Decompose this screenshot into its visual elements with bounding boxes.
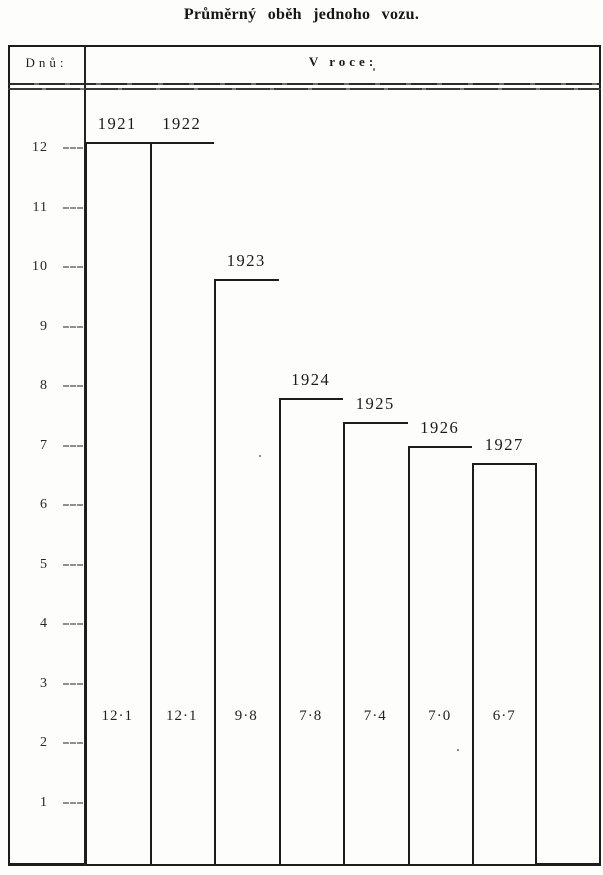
y-tick-label: 11 xyxy=(32,199,48,215)
y-tick-mark xyxy=(63,563,83,566)
bar-value-label: 6·7 xyxy=(492,708,516,724)
bar-value-label: 12·1 xyxy=(101,708,133,724)
y-tick-label: 12 xyxy=(32,140,48,155)
y-tick-mark xyxy=(63,147,83,149)
y-tick-mark xyxy=(63,801,83,804)
y-tick-mark xyxy=(63,266,83,268)
bar-year-label: 1921 xyxy=(97,114,137,134)
bar-1925 xyxy=(343,421,408,864)
chart-frame xyxy=(8,45,601,866)
header-divider-rule-bottom xyxy=(8,88,601,90)
x-axis-header-label: V roce: xyxy=(308,54,378,69)
bar-year-label: 1924 xyxy=(291,369,331,389)
chart-title: Průměrný oběh jednoho vozu. xyxy=(183,6,420,23)
y-tick-mark xyxy=(63,623,83,625)
y-tick-mark xyxy=(63,742,83,744)
y-tick-label: 5 xyxy=(40,556,48,572)
y-tick-mark xyxy=(63,206,83,209)
y-tick-label: 1 xyxy=(40,794,48,810)
bar-1921 xyxy=(85,142,150,864)
y-tick-label: 8 xyxy=(40,378,48,393)
y-axis-unit-label: Dnů: xyxy=(25,55,68,70)
y-tick-label: 3 xyxy=(40,675,48,691)
y-tick-mark xyxy=(63,504,83,506)
y-tick-mark xyxy=(63,325,83,328)
bar-year-label: 1927 xyxy=(484,435,524,455)
bar-1924 xyxy=(278,397,343,864)
bar-year-label: 1926 xyxy=(420,417,460,437)
y-tick-label: 9 xyxy=(40,318,48,334)
bar-year-label: 1923 xyxy=(226,250,266,270)
bar-1923 xyxy=(214,278,279,864)
bar-year-label: 1922 xyxy=(162,114,202,134)
bar-value-label: 7·8 xyxy=(299,708,323,724)
y-tick-mark xyxy=(63,682,83,685)
y-tick-label: 7 xyxy=(40,437,48,453)
bar-1922 xyxy=(149,142,214,864)
bar-value-label: 7·0 xyxy=(428,708,452,724)
bar-value-label: 9·8 xyxy=(234,708,258,724)
bar-year-label: 1925 xyxy=(355,393,395,413)
bar-1926 xyxy=(407,445,472,864)
y-tick-mark xyxy=(63,385,83,387)
scan-speck xyxy=(457,749,459,751)
bar-1927 xyxy=(472,463,537,864)
scan-speck xyxy=(373,68,375,71)
bar-value-label: 12·1 xyxy=(166,708,198,724)
y-tick-mark xyxy=(63,444,83,447)
y-tick-label: 10 xyxy=(32,259,48,274)
y-tick-label: 2 xyxy=(40,735,48,750)
header-divider-rule-top xyxy=(8,83,601,85)
bar-value-label: 7·4 xyxy=(363,708,387,724)
y-tick-label: 6 xyxy=(40,497,48,512)
y-tick-label: 4 xyxy=(40,616,48,631)
scan-speck xyxy=(259,455,261,457)
